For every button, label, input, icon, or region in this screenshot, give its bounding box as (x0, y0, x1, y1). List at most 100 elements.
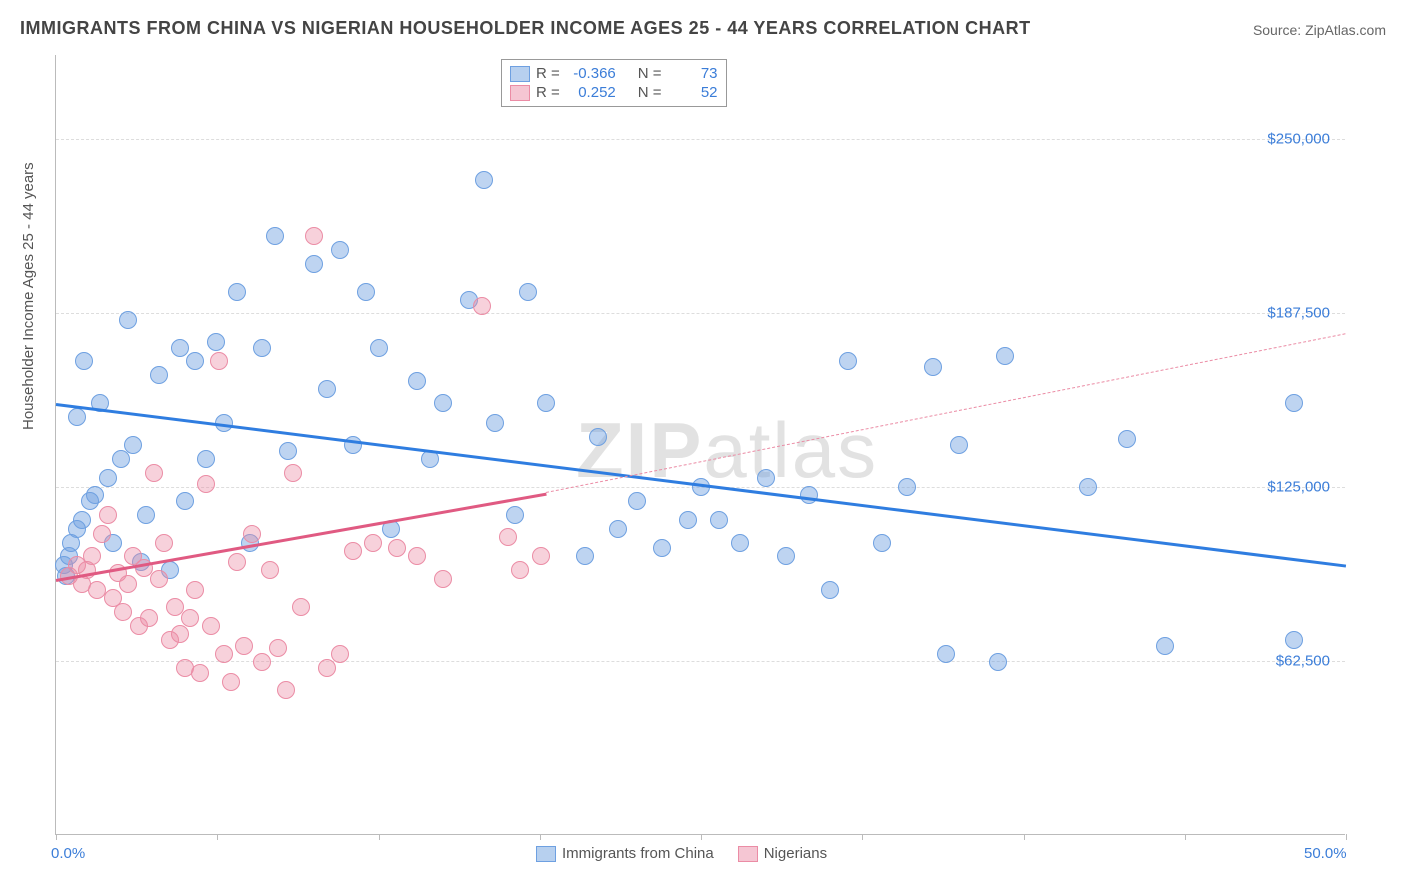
data-point (777, 547, 795, 565)
swatch-nigerians (510, 85, 530, 101)
data-point (473, 297, 491, 315)
trend-line (546, 334, 1346, 494)
data-point (331, 241, 349, 259)
data-point (277, 681, 295, 699)
data-point (506, 506, 524, 524)
data-point (679, 511, 697, 529)
data-point (155, 534, 173, 552)
data-point (408, 547, 426, 565)
data-point (243, 525, 261, 543)
data-point (124, 436, 142, 454)
data-point (800, 486, 818, 504)
data-point (210, 352, 228, 370)
data-point (344, 542, 362, 560)
data-point (119, 575, 137, 593)
data-point (499, 528, 517, 546)
data-point (370, 339, 388, 357)
source-label: Source: ZipAtlas.com (1253, 22, 1386, 38)
data-point (86, 486, 104, 504)
data-point (357, 283, 375, 301)
data-point (898, 478, 916, 496)
data-point (266, 227, 284, 245)
data-point (364, 534, 382, 552)
data-point (279, 442, 297, 460)
x-tick (56, 834, 57, 840)
series-legend: Immigrants from China Nigerians (536, 845, 827, 862)
gridline (56, 661, 1345, 662)
data-point (207, 333, 225, 351)
legend-item-nigerians: Nigerians (738, 845, 827, 862)
data-point (1156, 637, 1174, 655)
data-point (434, 394, 452, 412)
data-point (197, 450, 215, 468)
x-tick (1185, 834, 1186, 840)
data-point (176, 492, 194, 510)
data-point (576, 547, 594, 565)
data-point (112, 450, 130, 468)
data-point (68, 408, 86, 426)
data-point (937, 645, 955, 663)
data-point (114, 603, 132, 621)
data-point (292, 598, 310, 616)
data-point (318, 659, 336, 677)
data-point (235, 637, 253, 655)
data-point (537, 394, 555, 412)
data-point (331, 645, 349, 663)
data-point (318, 380, 336, 398)
data-point (710, 511, 728, 529)
data-point (145, 464, 163, 482)
data-point (181, 609, 199, 627)
x-tick (540, 834, 541, 840)
data-point (609, 520, 627, 538)
data-point (434, 570, 452, 588)
swatch-nigerians-icon (738, 846, 758, 862)
data-point (269, 639, 287, 657)
data-point (486, 414, 504, 432)
x-tick (217, 834, 218, 840)
data-point (305, 255, 323, 273)
x-tick-label: 50.0% (1304, 845, 1347, 862)
data-point (989, 653, 1007, 671)
gridline (56, 139, 1345, 140)
data-point (186, 581, 204, 599)
data-point (924, 358, 942, 376)
data-point (140, 609, 158, 627)
data-point (253, 653, 271, 671)
chart-title: IMMIGRANTS FROM CHINA VS NIGERIAN HOUSEH… (20, 18, 1031, 39)
data-point (83, 547, 101, 565)
correlation-legend: R = -0.366 N = 73 R = 0.252 N = 52 (501, 59, 727, 107)
data-point (628, 492, 646, 510)
legend-item-china: Immigrants from China (536, 845, 714, 862)
y-tick-label: $125,000 (1267, 478, 1330, 495)
data-point (475, 171, 493, 189)
data-point (99, 506, 117, 524)
data-point (1118, 430, 1136, 448)
data-point (284, 464, 302, 482)
data-point (589, 428, 607, 446)
data-point (150, 570, 168, 588)
data-point (408, 372, 426, 390)
y-tick-label: $62,500 (1276, 652, 1330, 669)
data-point (222, 673, 240, 691)
data-point (1079, 478, 1097, 496)
data-point (305, 227, 323, 245)
data-point (228, 553, 246, 571)
data-point (186, 352, 204, 370)
data-point (202, 617, 220, 635)
legend-row-china: R = -0.366 N = 73 (510, 64, 718, 83)
data-point (261, 561, 279, 579)
data-point (215, 645, 233, 663)
data-point (950, 436, 968, 454)
trend-line (56, 492, 547, 581)
data-point (119, 311, 137, 329)
data-point (519, 283, 537, 301)
watermark: ZIPatlas (576, 405, 878, 496)
data-point (821, 581, 839, 599)
data-point (731, 534, 749, 552)
data-point (873, 534, 891, 552)
swatch-china-icon (536, 846, 556, 862)
x-tick (862, 834, 863, 840)
data-point (75, 352, 93, 370)
data-point (73, 511, 91, 529)
data-point (839, 352, 857, 370)
